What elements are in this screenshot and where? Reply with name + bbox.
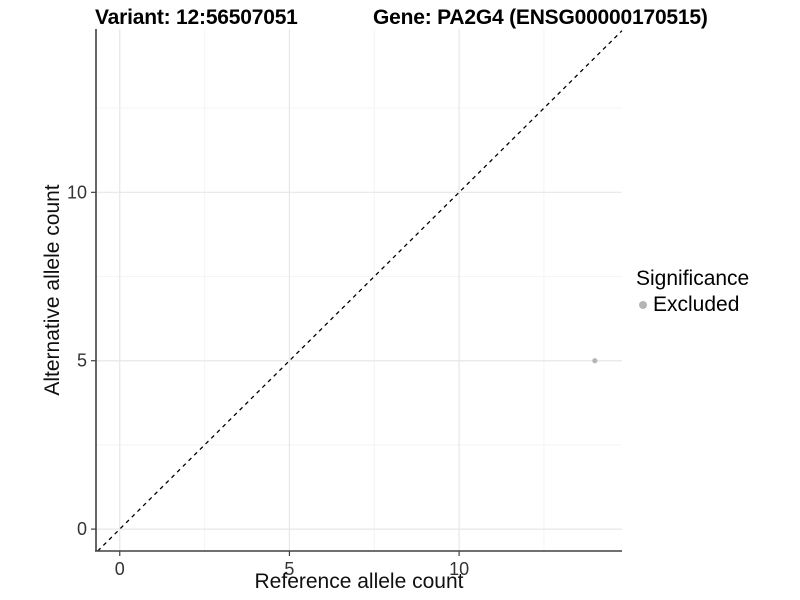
x-axis-title: Reference allele count bbox=[254, 570, 464, 593]
data-point bbox=[592, 358, 598, 364]
y-axis-title: Alternative allele count bbox=[41, 184, 64, 396]
y-tick-label: 0 bbox=[77, 519, 87, 539]
plot-title-gene: Gene: PA2G4 (ENSG00000170515) bbox=[373, 6, 708, 29]
plot-title-variant: Variant: 12:56507051 bbox=[95, 6, 298, 29]
legend-item-excluded: Excluded bbox=[636, 293, 749, 317]
legend-title: Significance bbox=[636, 267, 750, 290]
x-tick-label: 10 bbox=[449, 559, 469, 579]
x-tick-label: 5 bbox=[284, 559, 294, 579]
identity-line bbox=[97, 30, 623, 552]
legend-item-label: Excluded bbox=[653, 293, 740, 316]
y-tick-label: 10 bbox=[67, 182, 87, 202]
legend-point-icon bbox=[639, 301, 647, 309]
x-tick-label: 0 bbox=[115, 559, 125, 579]
y-tick-label: 5 bbox=[77, 351, 87, 371]
legend: Significance Excluded bbox=[636, 266, 749, 317]
